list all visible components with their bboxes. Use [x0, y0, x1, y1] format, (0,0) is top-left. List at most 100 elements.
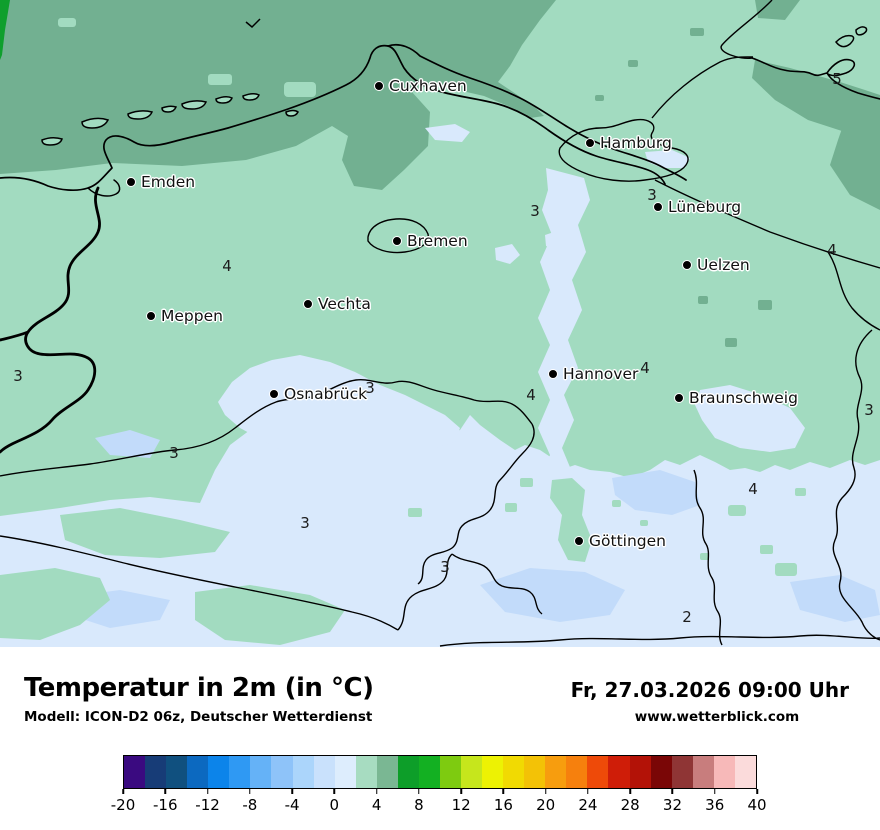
- colorbar-tick: [713, 789, 716, 794]
- speckle: [195, 585, 345, 645]
- region-cool-heath: [538, 168, 590, 505]
- country-border-nl-spur: [0, 330, 30, 342]
- map-title: Temperatur in 2m (in °C): [24, 673, 374, 703]
- region-cold: [790, 575, 880, 622]
- colorbar-cell: [376, 756, 398, 788]
- speckle: [795, 488, 806, 496]
- coastline-north-bank: [387, 43, 687, 181]
- city-dot: [146, 311, 156, 321]
- colorbar-cell: [524, 756, 546, 788]
- city-dot: [574, 536, 584, 546]
- region-cool-braunschweig: [695, 385, 805, 452]
- model-info: Modell: ICON-D2 06z, Deutscher Wetterdie…: [24, 709, 373, 725]
- speckle: [690, 28, 704, 36]
- colorbar-tick-label: 4: [371, 796, 382, 814]
- colorbar-cell: [671, 756, 693, 788]
- temperature-value: 4: [827, 241, 837, 259]
- temperature-value: 3: [300, 514, 310, 532]
- colorbar-cell: [271, 756, 293, 788]
- footer: Temperatur in 2m (in °C) Modell: ICON-D2…: [0, 647, 880, 830]
- colorbar-tick: [375, 789, 378, 794]
- colorbar-cell: [397, 756, 419, 788]
- colorbar-tick-label: 8: [414, 796, 424, 814]
- city-dot: [674, 393, 684, 403]
- temperature-value: 3: [530, 202, 540, 220]
- speckle: [60, 508, 230, 558]
- temperature-colorbar: [123, 755, 757, 789]
- speckle: [208, 74, 232, 85]
- colorbar-cell: [503, 756, 525, 788]
- region-sea: [0, 0, 556, 190]
- colorbar-cell: [439, 756, 461, 788]
- city-marker-hamburg: Hamburg: [585, 134, 672, 152]
- city-label: Bremen: [407, 232, 468, 250]
- speckle: [728, 505, 746, 516]
- speckle: [505, 503, 517, 512]
- city-dot: [374, 81, 384, 91]
- city-dot: [653, 202, 663, 212]
- speckle: [545, 230, 568, 250]
- colorbar-cell: [229, 756, 251, 788]
- colorbar-cell: [208, 756, 230, 788]
- city-label: Hamburg: [600, 134, 672, 152]
- colorbar-cell: [250, 756, 272, 788]
- colorbar-cell: [482, 756, 504, 788]
- speckle: [58, 18, 76, 27]
- colorbar-cell: [334, 756, 356, 788]
- city-marker-emden: Emden: [126, 173, 195, 191]
- colorbar-cell: [313, 756, 335, 788]
- city-label: Vechta: [318, 295, 371, 313]
- weather-map: Cuxhaven Hamburg Emden Lüneburg Bremen Uelzen…: [0, 0, 880, 647]
- colorbar-ticks: -20 -16 -12 -8 -4 0 4 8 12 16 20 24 28 32 36 40: [111, 789, 767, 819]
- colorbar-tick: [122, 789, 124, 794]
- colorbar-tick-label: -12: [195, 796, 220, 814]
- region-baltic: [752, 60, 880, 140]
- colorbar-tick-label: 36: [705, 796, 725, 814]
- colorbar-tick: [544, 789, 547, 794]
- colorbar-tick-label: 40: [747, 796, 767, 814]
- colorbar-tick-label: -4: [284, 796, 300, 814]
- city-dot: [682, 260, 692, 270]
- speckle: [425, 124, 470, 142]
- colorbar-cell: [145, 756, 167, 788]
- website-url: www.wetterblick.com: [634, 709, 800, 725]
- city-marker-hannover: Hannover: [548, 365, 638, 383]
- baltic-islands: [835, 26, 868, 48]
- colorbar-tick: [460, 789, 462, 794]
- temperature-value: 4: [748, 480, 758, 498]
- speckle: [408, 508, 422, 517]
- colorbar-cell: [418, 756, 440, 788]
- temperature-value: 3: [647, 186, 657, 204]
- city-marker-cuxhaven: Cuxhaven: [374, 77, 467, 95]
- city-marker-vechta: Vechta: [303, 295, 371, 313]
- speckle: [640, 520, 648, 526]
- speckle: [760, 545, 773, 554]
- colorbar-tick-label: 28: [620, 796, 640, 814]
- colorbar-tick-label: 0: [329, 796, 340, 814]
- region-warm-green: [0, 0, 10, 60]
- city-dot: [269, 389, 279, 399]
- city-dot: [392, 236, 402, 246]
- colorbar-cell: [734, 756, 756, 788]
- city-label: Emden: [141, 173, 196, 191]
- colorbar-tick-label: 16: [493, 796, 513, 814]
- temperature-value: 3: [365, 379, 375, 397]
- speckle: [725, 338, 737, 347]
- colorbar-cell: [187, 756, 209, 788]
- colorbar-cell: [629, 756, 651, 788]
- colorbar-tick-label: -20: [110, 796, 136, 814]
- region-cold: [480, 568, 625, 622]
- colorbar-cell: [461, 756, 483, 788]
- temperature-value: 4: [526, 386, 536, 404]
- colorbar-tick: [756, 789, 758, 794]
- speckle: [284, 82, 316, 97]
- speckle: [628, 60, 638, 67]
- temperature-value: 5: [832, 70, 842, 88]
- speckle: [700, 553, 709, 560]
- city-label: Hannover: [563, 365, 639, 383]
- colorbar-tick: [418, 789, 420, 794]
- colorbar-cell: [166, 756, 188, 788]
- temperature-value: 3: [440, 558, 450, 576]
- city-label: Osnabrück: [284, 385, 368, 403]
